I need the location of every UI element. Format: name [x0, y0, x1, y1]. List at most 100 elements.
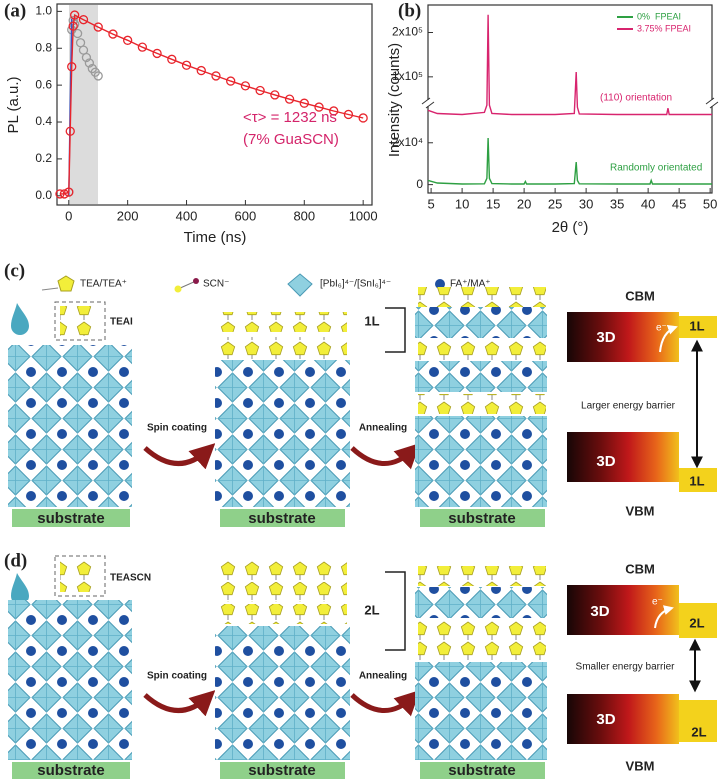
vbm-label: VBM: [626, 503, 655, 518]
precursor: TEASCN: [110, 573, 151, 584]
layer-label: 2L: [364, 602, 379, 617]
data-point: [211, 71, 221, 81]
axis-break-gap: [423, 100, 433, 106]
lattice: [415, 361, 547, 392]
y-tick-label: 1.0: [35, 4, 52, 18]
lattice: [415, 587, 547, 618]
x-tick-label: 50: [703, 196, 717, 211]
data-point: [181, 60, 192, 70]
y-tick-label: 0.2: [35, 151, 52, 165]
legend-c: TEA/TEA⁺ SCN⁻ [PbI₆]⁴⁻/[SnI₆]⁴⁻ FA⁺/MA⁺: [41, 273, 491, 297]
data-point: [93, 71, 103, 81]
y-axis-label: Intensity (counts): [386, 43, 403, 157]
cbm-label: CBM: [625, 288, 655, 303]
band-label: 1L: [689, 318, 704, 333]
arrow: [350, 690, 421, 717]
spacer: [217, 312, 347, 332]
x-tick-label: 5: [427, 196, 434, 211]
shaded-region: [69, 5, 98, 204]
annotation: (7% GuaSCN): [243, 131, 339, 148]
droplet: [11, 303, 29, 335]
vbm-label: VBM: [626, 758, 655, 773]
spacer: [418, 641, 546, 661]
series-line: [427, 137, 712, 185]
lattice: [415, 307, 547, 338]
band: [567, 432, 679, 482]
data-point: [299, 98, 309, 108]
substrate: [420, 762, 545, 779]
x-tick-label: 10: [455, 196, 469, 211]
spacer: [217, 582, 347, 602]
spacer: [217, 560, 347, 580]
x-tick-label: 20: [517, 196, 531, 211]
step-label: Spin coating: [147, 423, 207, 434]
data-point: [59, 189, 70, 199]
cbm-label: CBM: [625, 561, 655, 576]
step-label: Annealing: [359, 671, 407, 682]
data-point: [167, 54, 177, 64]
data-point: [93, 22, 103, 32]
legend-text: TEA/TEA⁺: [80, 279, 127, 290]
x-tick-label: 25: [548, 196, 562, 211]
data-point: [329, 106, 339, 116]
data-point: [65, 126, 75, 136]
substrate-label: substrate: [248, 510, 316, 527]
arrow: [143, 690, 216, 717]
x-tick-label: 15: [486, 196, 500, 211]
y-tick-label: 0.6: [35, 77, 52, 91]
x-tick-label: 35: [610, 196, 624, 211]
band: [567, 694, 679, 744]
spacer: [418, 566, 546, 586]
arrow: [350, 443, 421, 470]
spacer: [418, 287, 546, 307]
spacer: [418, 340, 546, 360]
panel-label: (b): [398, 0, 421, 21]
substrate-label: substrate: [448, 510, 516, 527]
legend-label: 3.75% FPEAI: [637, 23, 691, 33]
annotation: <τ> = 1232 ns: [243, 109, 337, 126]
panel-label: (a): [4, 0, 26, 21]
data-point: [78, 15, 89, 25]
y-tick-label: 1x10⁵: [392, 69, 423, 83]
lattice: [215, 360, 350, 507]
x-tick-label: 30: [579, 196, 593, 211]
band: [567, 585, 679, 635]
transfer-arrow: [659, 324, 678, 353]
x-tick-label: 1000: [349, 208, 378, 223]
y-tick-label: 0.0: [35, 188, 52, 202]
y-tick-label: 0: [416, 177, 423, 191]
icon: [41, 287, 59, 291]
icon: [435, 279, 445, 289]
series-line: [59, 14, 364, 195]
lattice: [415, 662, 547, 760]
molecule: [60, 560, 100, 592]
band-step: [679, 603, 717, 638]
icon: [57, 275, 75, 292]
barrier-label: Smaller energy barrier: [576, 662, 676, 673]
arrow: [143, 443, 216, 470]
band-label: 3D: [590, 603, 609, 620]
plot-frame: [56, 3, 373, 206]
molecule-box: [54, 555, 106, 597]
band-label: 1L: [689, 473, 704, 488]
band-label: 3D: [596, 329, 615, 346]
data-point: [226, 76, 236, 86]
band-label: 2L: [691, 724, 706, 739]
electron: e⁻: [656, 323, 667, 334]
spacer: [217, 604, 347, 624]
substrate-label: substrate: [37, 510, 105, 527]
band-label: 3D: [596, 453, 615, 470]
band-label: 3D: [596, 711, 615, 728]
axis-break: [709, 101, 719, 109]
band-label: 2L: [689, 615, 704, 630]
data-point: [108, 29, 118, 39]
data-point: [55, 189, 65, 199]
substrate: [220, 762, 345, 779]
x-tick-label: 400: [176, 208, 198, 223]
precursor: TEAI: [110, 317, 133, 328]
axis-break: [425, 101, 435, 109]
droplet: [11, 573, 29, 605]
bracket: [385, 571, 406, 651]
lattice: [8, 345, 132, 507]
